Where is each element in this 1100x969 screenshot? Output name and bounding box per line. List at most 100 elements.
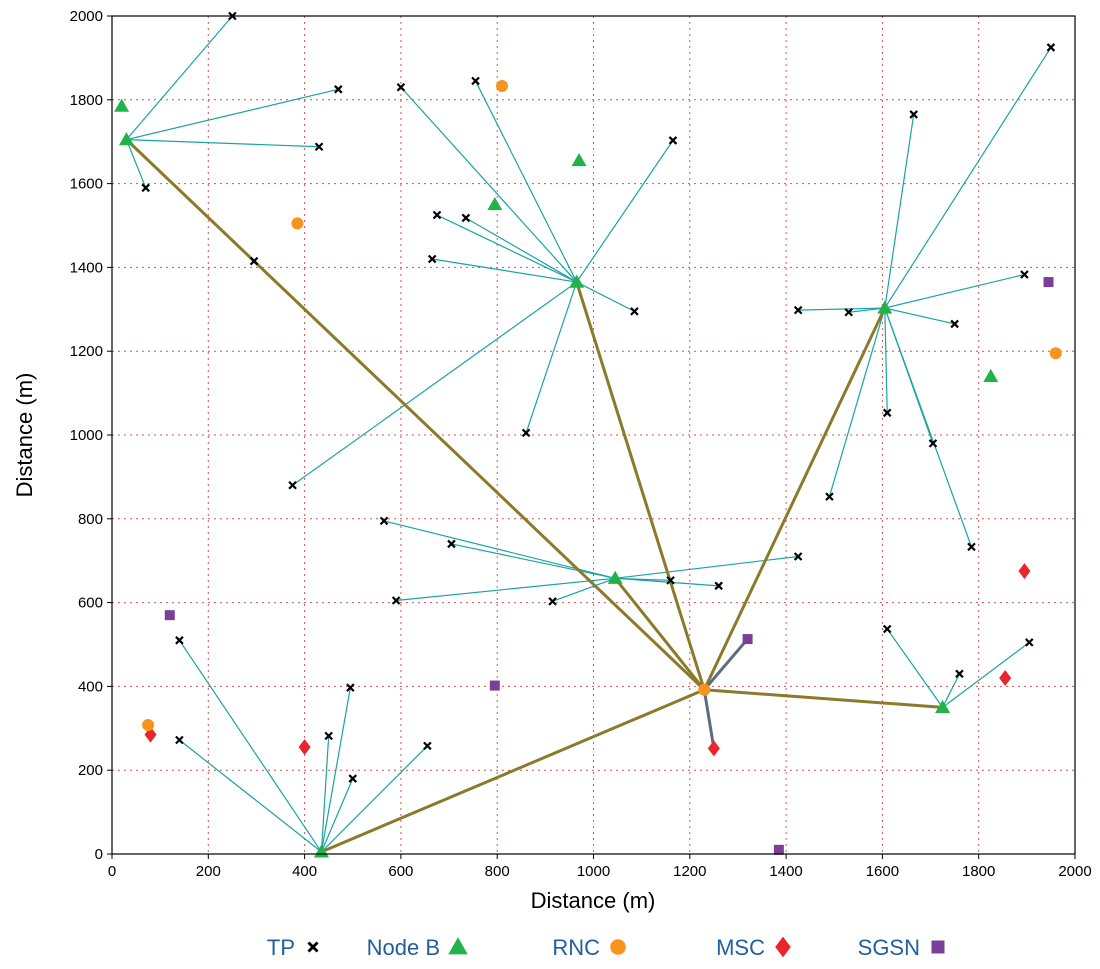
y-tick-label: 1000 bbox=[70, 427, 103, 444]
access-link bbox=[848, 307, 886, 313]
backhaul-link bbox=[319, 688, 706, 854]
tp-marker bbox=[334, 85, 343, 94]
access-link bbox=[178, 739, 323, 853]
x-tick-label: 1800 bbox=[962, 863, 995, 880]
x-tick-label: 1400 bbox=[769, 863, 802, 880]
tp-marker bbox=[793, 305, 803, 315]
node-b-marker bbox=[877, 300, 893, 314]
node-b-marker bbox=[118, 132, 134, 146]
tp-marker bbox=[909, 110, 918, 119]
rnc-marker bbox=[698, 683, 711, 696]
legend-marker-node-b bbox=[448, 937, 468, 955]
legend-label-msc: MSC bbox=[716, 935, 765, 960]
tp-marker bbox=[666, 576, 675, 585]
tp-marker bbox=[548, 597, 557, 606]
legend: TP Node B RNC MSC SGSN bbox=[267, 935, 945, 960]
sgsn-marker bbox=[773, 844, 784, 855]
tp-marker bbox=[447, 539, 456, 549]
tp-marker bbox=[249, 256, 259, 266]
tp-marker bbox=[346, 683, 355, 692]
x-ticks: 0 200 400 600 800 1000 1200 1400 1600 1800 2000 bbox=[108, 854, 1092, 880]
tp-marker bbox=[1046, 43, 1056, 52]
node-b-marker bbox=[935, 699, 951, 713]
access-link bbox=[941, 673, 961, 708]
legend-marker-rnc bbox=[610, 939, 626, 955]
msc-marker bbox=[298, 739, 311, 756]
y-tick-label: 1600 bbox=[70, 176, 103, 193]
tp-marker bbox=[521, 428, 531, 438]
legend-marker-msc bbox=[775, 936, 791, 958]
tp-marker bbox=[928, 439, 938, 448]
tp-marker bbox=[175, 636, 184, 645]
sgsn-marker bbox=[1043, 277, 1054, 288]
tp-marker bbox=[630, 307, 639, 316]
tp-marker bbox=[141, 183, 150, 193]
backhaul-link bbox=[702, 306, 887, 692]
node-b-marker bbox=[487, 197, 503, 211]
rnc-marker bbox=[1049, 347, 1062, 360]
tp-marker bbox=[882, 408, 892, 418]
core-links bbox=[702, 637, 750, 750]
access-link bbox=[125, 139, 320, 148]
access-link bbox=[450, 543, 616, 579]
legend-label-tp: TP bbox=[267, 935, 295, 960]
access-link bbox=[828, 307, 886, 498]
x-axis-title: Distance (m) bbox=[531, 888, 656, 913]
access-link bbox=[125, 15, 233, 141]
access-link bbox=[465, 217, 578, 283]
access-link bbox=[797, 307, 886, 311]
sgsn-marker bbox=[164, 610, 175, 621]
access-link bbox=[551, 577, 616, 602]
access-link bbox=[525, 281, 578, 434]
backhaul-link bbox=[124, 138, 706, 692]
backhaul-link bbox=[613, 576, 706, 692]
node-b-marker bbox=[983, 368, 999, 382]
access-link bbox=[886, 628, 944, 708]
legend-marker-sgsn bbox=[931, 940, 945, 954]
msc-marker bbox=[1018, 563, 1031, 580]
markers bbox=[114, 11, 1062, 858]
rnc-marker bbox=[496, 79, 509, 92]
rnc-marker bbox=[291, 217, 304, 230]
msc-marker bbox=[707, 740, 720, 757]
y-tick-label: 600 bbox=[78, 595, 103, 612]
tp-marker bbox=[793, 552, 803, 561]
y-axis-title: Distance (m) bbox=[12, 373, 37, 498]
x-tick-label: 1600 bbox=[866, 863, 899, 880]
access-link bbox=[576, 139, 674, 283]
tp-marker bbox=[427, 254, 437, 264]
y-tick-label: 0 bbox=[95, 846, 103, 863]
tp-marker bbox=[314, 142, 324, 152]
y-tick-label: 400 bbox=[78, 678, 103, 695]
core-link bbox=[702, 688, 716, 750]
access-link bbox=[400, 86, 578, 283]
x-tick-label: 400 bbox=[292, 863, 317, 880]
core-link bbox=[702, 637, 750, 692]
access-link bbox=[178, 639, 323, 853]
access-link bbox=[291, 281, 578, 486]
access-link bbox=[320, 735, 330, 853]
tp-marker bbox=[324, 731, 333, 741]
tp-marker bbox=[379, 516, 389, 526]
legend-label-node-b: Node B bbox=[367, 935, 440, 960]
y-tick-label: 1800 bbox=[70, 92, 103, 109]
tp-marker bbox=[432, 210, 442, 220]
x-tick-label: 200 bbox=[196, 863, 221, 880]
access-link bbox=[320, 777, 354, 853]
y-tick-label: 800 bbox=[78, 511, 103, 528]
tp-marker bbox=[825, 492, 834, 501]
tp-marker bbox=[1024, 638, 1034, 647]
tp-marker bbox=[461, 213, 471, 223]
access-link bbox=[576, 281, 636, 312]
tp-marker bbox=[348, 774, 358, 783]
x-tick-label: 1000 bbox=[577, 863, 610, 880]
access-link bbox=[436, 214, 578, 283]
tp-marker bbox=[391, 596, 401, 605]
x-tick-label: 800 bbox=[485, 863, 510, 880]
tp-marker bbox=[714, 581, 723, 591]
tp-marker bbox=[955, 669, 964, 679]
tp-marker bbox=[967, 542, 976, 552]
node-b-marker bbox=[569, 274, 585, 288]
tp-marker bbox=[844, 307, 853, 317]
